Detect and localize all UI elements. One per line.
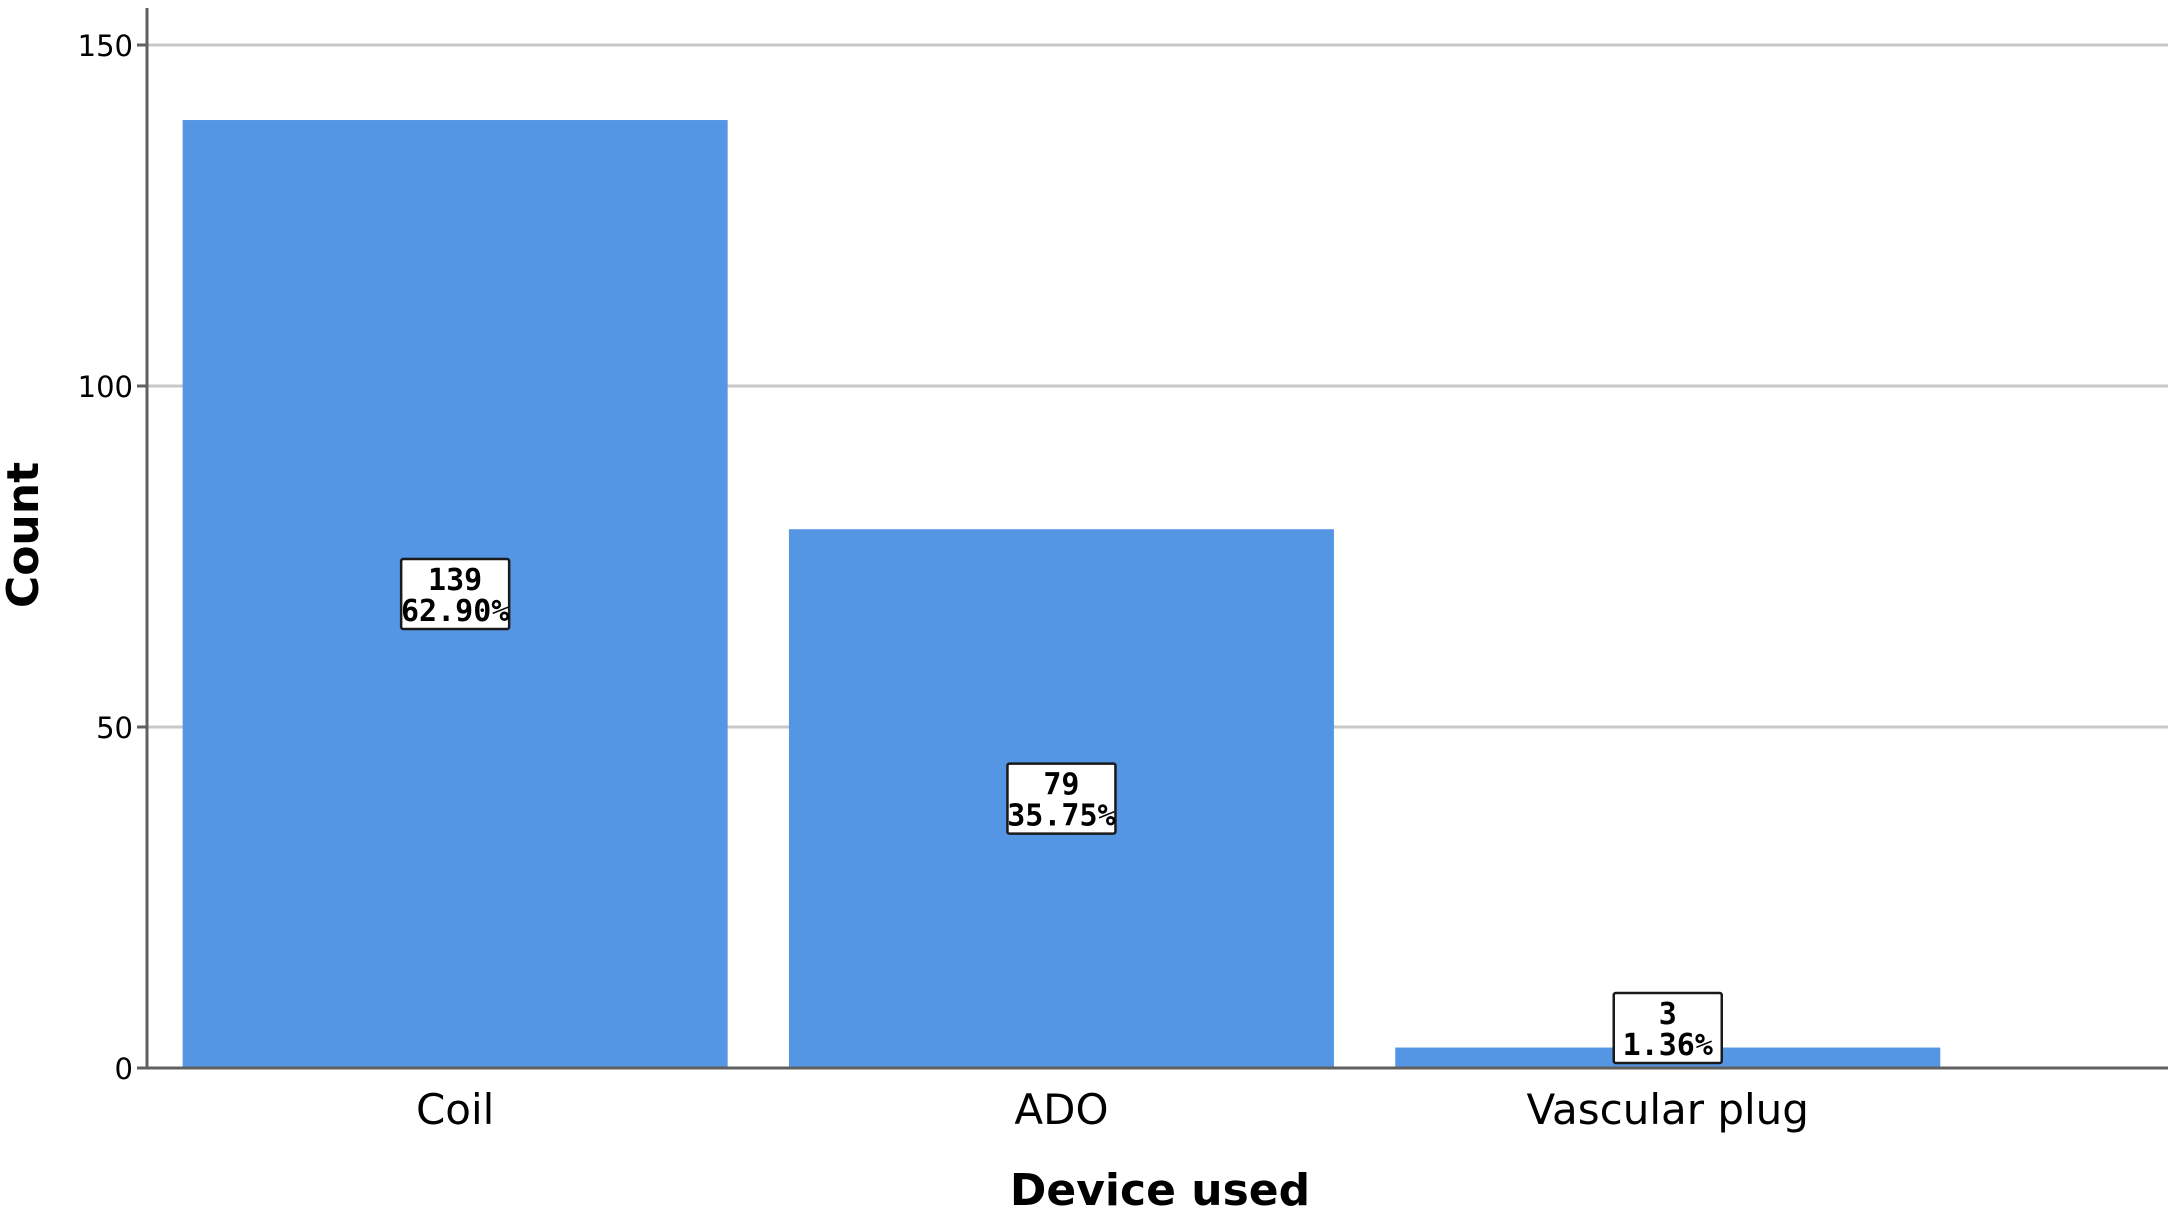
data-label: 31.36% [1612, 991, 1723, 1065]
x-axis-title: Device used [1010, 1165, 1310, 1212]
y-tick-label: 100 [78, 370, 133, 404]
data-label-box [399, 557, 511, 631]
data-label-percent: 35.75% [1007, 799, 1115, 834]
x-tick-label: ADO [1014, 1085, 1108, 1134]
tick-labels: 0 50 100 150 Coil ADO Vascular plug [78, 29, 1809, 1134]
data-label-count: 79 [1043, 768, 1079, 803]
data-label-count: 3 [1659, 997, 1677, 1032]
x-tick-label: Coil [416, 1085, 494, 1134]
data-label-percent: 62.90% [401, 594, 509, 629]
data-label-count: 139 [428, 563, 482, 598]
data-label-percent: 1.36% [1623, 1028, 1713, 1063]
data-label-box [1612, 991, 1723, 1065]
data-label-box [1006, 762, 1117, 835]
y-axis-title: Count [0, 462, 49, 608]
y-tick-label: 50 [96, 711, 133, 745]
x-tick-label: Vascular plug [1527, 1085, 1809, 1134]
y-tick-label: 150 [78, 29, 133, 63]
axes [137, 8, 2168, 1070]
y-tick-label: 0 [115, 1052, 133, 1086]
